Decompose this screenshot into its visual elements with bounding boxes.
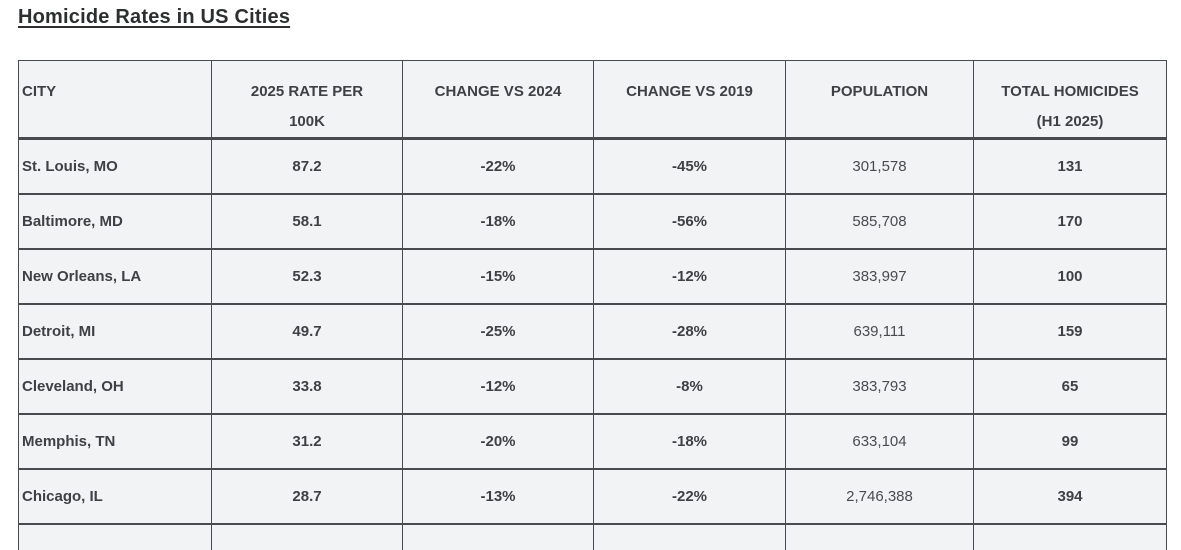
- homicide-rates-table: CITY 2025 RATE PER 100K CHANGE VS 2024 C…: [18, 60, 1167, 550]
- cell-rate: 33.8: [211, 357, 403, 414]
- column-header-line: CHANGE VS 2019: [626, 83, 753, 100]
- cell-city: Chicago, IL: [18, 467, 212, 524]
- table-row: New Orleans, LA 52.3 -15% -12% 383,997 1…: [18, 247, 1167, 304]
- cell-rate: 58.1: [211, 192, 403, 249]
- table-row: Cleveland, OH 33.8 -12% -8% 383,793 65: [18, 357, 1167, 414]
- cell-change-vs-2019: -28%: [593, 302, 786, 359]
- cell-change-vs-2024: -20%: [402, 412, 594, 469]
- column-header-city: CITY: [18, 60, 212, 140]
- column-header-line: 2025 RATE PER: [250, 83, 364, 100]
- cell-population: 2,746,388: [785, 467, 974, 524]
- cell-change-vs-2019: -18%: [593, 412, 786, 469]
- cell-rate: [211, 522, 403, 550]
- table-row: Detroit, MI 49.7 -25% -28% 639,111 159: [18, 302, 1167, 359]
- table-row: Memphis, TN 31.2 -20% -18% 633,104 99: [18, 412, 1167, 469]
- table-row: Chicago, IL 28.7 -13% -22% 2,746,388 394: [18, 467, 1167, 524]
- cell-population: [785, 522, 974, 550]
- cell-total-homicides: 159: [973, 302, 1167, 359]
- cell-change-vs-2019: -56%: [593, 192, 786, 249]
- cell-rate: 31.2: [211, 412, 403, 469]
- cell-total-homicides: [973, 522, 1167, 550]
- cell-change-vs-2019: -22%: [593, 467, 786, 524]
- cell-change-vs-2019: [593, 522, 786, 550]
- cell-change-vs-2024: -15%: [402, 247, 594, 304]
- cell-change-vs-2019: -8%: [593, 357, 786, 414]
- table-row: St. Louis, MO 87.2 -22% -45% 301,578 131: [18, 137, 1167, 194]
- cell-total-homicides: 170: [973, 192, 1167, 249]
- cell-change-vs-2024: -25%: [402, 302, 594, 359]
- table-header-row: CITY 2025 RATE PER 100K CHANGE VS 2024 C…: [18, 60, 1167, 140]
- cell-total-homicides: 100: [973, 247, 1167, 304]
- cell-rate: 28.7: [211, 467, 403, 524]
- cell-population: 639,111: [785, 302, 974, 359]
- cell-population: 301,578: [785, 137, 974, 194]
- table-row-partial: [18, 522, 1167, 550]
- column-header-line: CHANGE VS 2024: [434, 83, 562, 100]
- cell-total-homicides: 65: [973, 357, 1167, 414]
- column-header-line: CITY: [22, 83, 57, 100]
- cell-change-vs-2024: -18%: [402, 192, 594, 249]
- column-header-change-vs-2024: CHANGE VS 2024: [402, 60, 594, 140]
- cell-rate: 52.3: [211, 247, 403, 304]
- cell-city: St. Louis, MO: [18, 137, 212, 194]
- cell-population: 383,793: [785, 357, 974, 414]
- column-header-line: (H1 2025): [1036, 113, 1104, 130]
- column-header-line: TOTAL HOMICIDES: [1001, 83, 1139, 100]
- cell-city: Baltimore, MD: [18, 192, 212, 249]
- column-header-rate-2025: 2025 RATE PER 100K: [211, 60, 403, 140]
- cell-city: [18, 522, 212, 550]
- homicide-rates-table-wrap: CITY 2025 RATE PER 100K CHANGE VS 2024 C…: [18, 60, 1167, 550]
- cell-population: 383,997: [785, 247, 974, 304]
- cell-population: 633,104: [785, 412, 974, 469]
- cell-rate: 87.2: [211, 137, 403, 194]
- cell-change-vs-2024: -12%: [402, 357, 594, 414]
- cell-city: New Orleans, LA: [18, 247, 212, 304]
- page-title: Homicide Rates in US Cities: [18, 6, 291, 28]
- cell-change-vs-2024: [402, 522, 594, 550]
- cell-change-vs-2024: -22%: [402, 137, 594, 194]
- cell-population: 585,708: [785, 192, 974, 249]
- cell-change-vs-2019: -12%: [593, 247, 786, 304]
- column-header-line: 100K: [289, 113, 325, 130]
- column-header-population: POPULATION: [785, 60, 974, 140]
- cell-change-vs-2024: -13%: [402, 467, 594, 524]
- cell-total-homicides: 99: [973, 412, 1167, 469]
- column-header-total-homicides: TOTAL HOMICIDES (H1 2025): [973, 60, 1167, 140]
- cell-total-homicides: 131: [973, 137, 1167, 194]
- column-header-line: POPULATION: [830, 83, 929, 100]
- cell-city: Memphis, TN: [18, 412, 212, 469]
- cell-city: Detroit, MI: [18, 302, 212, 359]
- cell-change-vs-2019: -45%: [593, 137, 786, 194]
- table-row: Baltimore, MD 58.1 -18% -56% 585,708 170: [18, 192, 1167, 249]
- cell-city: Cleveland, OH: [18, 357, 212, 414]
- cell-rate: 49.7: [211, 302, 403, 359]
- column-header-change-vs-2019: CHANGE VS 2019: [593, 60, 786, 140]
- cell-total-homicides: 394: [973, 467, 1167, 524]
